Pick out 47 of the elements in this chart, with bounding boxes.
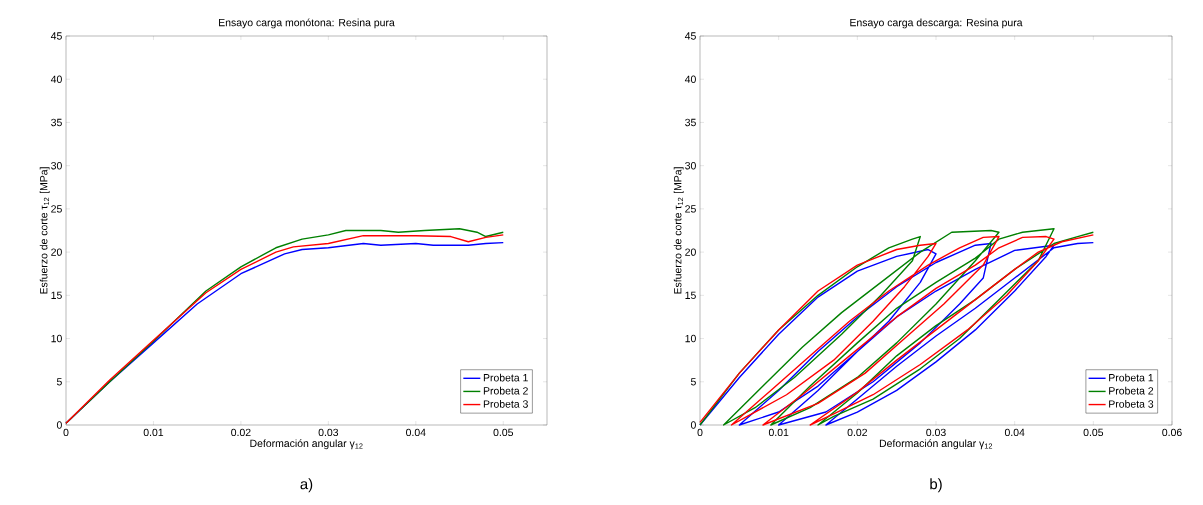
x-tick-label: 0.01 (143, 428, 164, 437)
y-tick-label: 0 (56, 421, 62, 429)
y-tick-label: 5 (690, 378, 696, 386)
y-tick-label: 30 (51, 161, 62, 170)
y-tick-label: 35 (685, 118, 696, 127)
legend-label: Probeta 2 (1109, 386, 1154, 395)
legend-label: Probeta 1 (483, 373, 528, 382)
y-tick-label: 30 (685, 161, 696, 170)
text: a) (300, 478, 313, 493)
y-tick-label: 20 (685, 248, 696, 256)
y-axis-title: Esfuerzo de corte τ$_{12}$ [MPa] (673, 167, 684, 294)
y-tick-label: 0 (690, 421, 696, 429)
x-tick-label: 0.02 (847, 428, 867, 437)
x-tick-label: 0.05 (493, 428, 514, 437)
x-tick-label: 0.01 (768, 428, 789, 437)
y-tick-label: 5 (56, 378, 62, 386)
x-tick-label: 0 (63, 428, 69, 437)
y-tick-label: 10 (51, 334, 62, 343)
x-tick-label: 0.05 (1083, 428, 1104, 437)
x-tick-label: 0.03 (926, 428, 946, 437)
chart-title: Ensayo carga monótona: Resina pura (219, 18, 395, 29)
legend-label: Probeta 3 (483, 399, 528, 408)
chart-title: Ensayo carga descarga: Resina pura (850, 18, 1023, 29)
legend-label: Probeta 2 (483, 386, 528, 395)
x-tick-label: 0.02 (231, 428, 251, 437)
x-tick-label: 0.04 (406, 428, 426, 437)
x-tick-label: 0.04 (1004, 428, 1025, 437)
legend-label: Probeta 3 (1109, 399, 1154, 408)
y-axis-title: Esfuerzo de corte τ$_{12}$ [MPa] (39, 167, 50, 294)
y-tick-label: 15 (51, 291, 62, 299)
y-tick-label: 35 (51, 118, 62, 127)
y-tick-label: 40 (50, 75, 62, 83)
text: b) (930, 478, 942, 493)
x-tick-label: 0.06 (1162, 428, 1182, 437)
y-tick-label: 25 (685, 205, 696, 213)
legend-label: Probeta 1 (1109, 373, 1154, 382)
y-tick-label: 45 (50, 32, 62, 40)
x-tick-label: 0 (697, 428, 703, 437)
x-axis-title: Deformación angular γ$_{12}$ (879, 439, 993, 450)
y-tick-label: 20 (51, 248, 62, 256)
y-tick-label: 15 (685, 291, 696, 299)
y-tick-label: 10 (685, 334, 696, 343)
y-tick-label: 40 (684, 75, 696, 83)
y-tick-label: 25 (51, 205, 62, 213)
y-tick-label: 45 (684, 32, 696, 40)
x-tick-label: 0.03 (318, 428, 339, 437)
x-axis-title: Deformación angular γ$_{12}$ (250, 439, 363, 450)
